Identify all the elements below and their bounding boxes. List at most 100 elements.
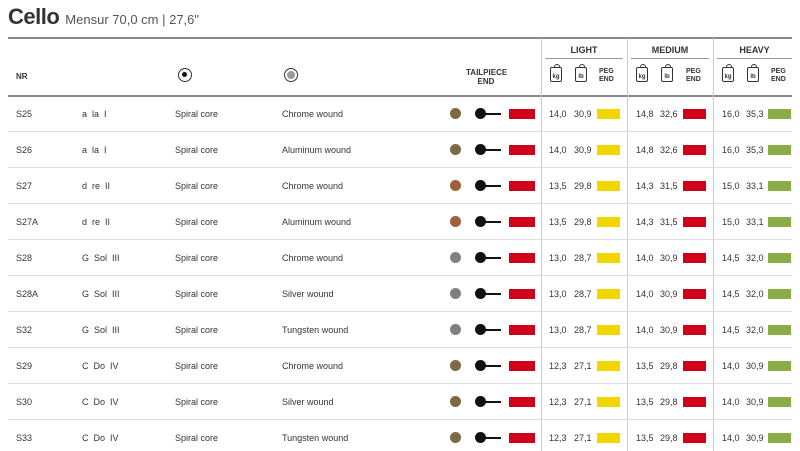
tailpiece-color-swatch <box>509 361 535 371</box>
string-note: G Sol III <box>82 253 120 263</box>
header-bottom-rule <box>8 95 792 97</box>
string-note: a la I <box>82 145 107 155</box>
wound-icon <box>284 68 298 82</box>
core-type: Spiral core <box>175 325 219 335</box>
light-lb: 29,8 <box>574 217 592 227</box>
medium-lb: 30,9 <box>660 289 678 299</box>
light-kg: 13,0 <box>549 325 567 335</box>
heavy-lb: 33,1 <box>746 181 764 191</box>
light-kg: 14,0 <box>549 145 567 155</box>
heavy-kg: 14,0 <box>722 433 740 443</box>
light-lb: 30,9 <box>574 145 592 155</box>
heavy-lb: 30,9 <box>746 433 764 443</box>
core-type: Spiral core <box>175 289 219 299</box>
heavy-peg-swatch <box>768 109 791 119</box>
medium-peg-swatch <box>683 253 706 263</box>
heavy-kg: 16,0 <box>722 145 740 155</box>
light-lb: 28,7 <box>574 253 592 263</box>
row-divider <box>8 419 792 420</box>
medium-peg-swatch <box>683 217 706 227</box>
table-row[interactable]: S32 G Sol III Spiral core Tungsten wound… <box>0 312 800 348</box>
heavy-lb: 32,0 <box>746 289 764 299</box>
heavy-peg-swatch <box>768 289 791 299</box>
instrument-name: Cello <box>8 4 60 29</box>
medium-lb: 31,5 <box>660 217 678 227</box>
group-separator <box>541 38 542 451</box>
heavy-kg: 14,5 <box>722 253 740 263</box>
medium-lb: 30,9 <box>660 325 678 335</box>
winding-type: Chrome wound <box>282 253 344 263</box>
page-title: Cello Mensur 70,0 cm | 27,6" <box>8 4 199 32</box>
lb-icon: lb <box>747 64 759 82</box>
core-type: Spiral core <box>175 145 219 155</box>
table-row[interactable]: S28 G Sol III Spiral core Chrome wound 1… <box>0 240 800 276</box>
table-row[interactable]: S27A d re II Spiral core Aluminum wound … <box>0 204 800 240</box>
heavy-peg-swatch <box>768 397 791 407</box>
tailpiece-color-swatch <box>509 217 535 227</box>
heavy-peg-swatch <box>768 361 791 371</box>
winding-type: Chrome wound <box>282 361 344 371</box>
row-divider <box>8 131 792 132</box>
winding-type: Aluminum wound <box>282 217 352 227</box>
table-row[interactable]: S27 d re II Spiral core Chrome wound 13,… <box>0 168 800 204</box>
string-note: d re II <box>82 217 111 227</box>
string-nr: S25 <box>16 109 33 119</box>
ball-end-icon <box>475 144 501 155</box>
table-row[interactable]: S33 C Do IV Spiral core Tungsten wound 1… <box>0 420 800 451</box>
medium-lb: 29,8 <box>660 397 678 407</box>
light-lb: 29,8 <box>574 181 592 191</box>
row-divider <box>8 347 792 348</box>
heavy-peg-swatch <box>768 181 791 191</box>
kg-icon: kg <box>636 64 648 82</box>
table-row[interactable]: S28A G Sol III Spiral core Silver wound … <box>0 276 800 312</box>
group-medium-line <box>631 58 709 59</box>
medium-lb: 29,8 <box>660 361 678 371</box>
core-type: Spiral core <box>175 181 219 191</box>
string-note: d re II <box>82 181 111 191</box>
group-medium-label: MEDIUM <box>651 45 689 55</box>
heavy-kg: 16,0 <box>722 109 740 119</box>
ball-end-icon <box>475 360 501 371</box>
medium-kg: 14,0 <box>636 253 654 263</box>
table-row[interactable]: S26 a la I Spiral core Aluminum wound 14… <box>0 132 800 168</box>
string-nr: S27 <box>16 181 33 191</box>
tailpiece-color-swatch <box>509 181 535 191</box>
medium-kg: 14,3 <box>636 217 654 227</box>
light-kg: 13,0 <box>549 289 567 299</box>
light-peg-swatch <box>597 181 620 191</box>
string-note: G Sol III <box>82 289 120 299</box>
string-nr: S28A <box>16 289 39 299</box>
light-kg: 13,0 <box>549 253 567 263</box>
medium-lb: 32,6 <box>660 145 678 155</box>
string-color-dot <box>450 252 461 263</box>
table-row[interactable]: S30 C Do IV Spiral core Silver wound 12,… <box>0 384 800 420</box>
string-nr: S27A <box>16 217 39 227</box>
string-note: C Do IV <box>82 433 119 443</box>
winding-type: Tungsten wound <box>282 433 349 443</box>
kg-icon: kg <box>550 64 562 82</box>
group-heavy-label: HEAVY <box>739 45 770 55</box>
light-kg: 12,3 <box>549 433 567 443</box>
light-peg-swatch <box>597 361 620 371</box>
medium-peg-swatch <box>683 433 706 443</box>
ball-end-icon <box>475 324 501 335</box>
winding-type: Tungsten wound <box>282 325 349 335</box>
heavy-kg: 15,0 <box>722 217 740 227</box>
heavy-peg-swatch <box>768 253 791 263</box>
light-peg-swatch <box>597 397 620 407</box>
table-row[interactable]: S29 C Do IV Spiral core Chrome wound 12,… <box>0 348 800 384</box>
winding-type: Silver wound <box>282 397 334 407</box>
peg-end-label: PEG END <box>771 68 786 83</box>
core-type: Spiral core <box>175 433 219 443</box>
table-row[interactable]: S25 a la I Spiral core Chrome wound 14,0… <box>0 96 800 132</box>
light-kg: 13,5 <box>549 181 567 191</box>
core-type: Spiral core <box>175 217 219 227</box>
core-type: Spiral core <box>175 397 219 407</box>
row-divider <box>8 275 792 276</box>
winding-type: Chrome wound <box>282 109 344 119</box>
group-heavy-line <box>717 58 792 59</box>
light-kg: 13,5 <box>549 217 567 227</box>
light-peg-swatch <box>597 109 620 119</box>
medium-kg: 14,0 <box>636 289 654 299</box>
core-type: Spiral core <box>175 361 219 371</box>
